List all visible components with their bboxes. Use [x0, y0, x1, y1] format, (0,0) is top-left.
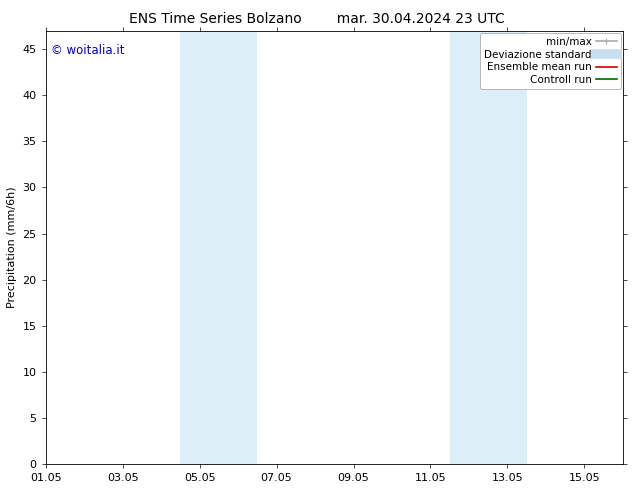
- Bar: [450, 31, 527, 464]
- Legend: min/max, Deviazione standard, Ensemble mean run, Controll run: min/max, Deviazione standard, Ensemble m…: [480, 33, 621, 89]
- Text: © woitalia.it: © woitalia.it: [51, 44, 125, 57]
- Y-axis label: Precipitation (mm/6h): Precipitation (mm/6h): [7, 187, 17, 308]
- Bar: [180, 31, 257, 464]
- Text: ENS Time Series Bolzano        mar. 30.04.2024 23 UTC: ENS Time Series Bolzano mar. 30.04.2024 …: [129, 12, 505, 26]
